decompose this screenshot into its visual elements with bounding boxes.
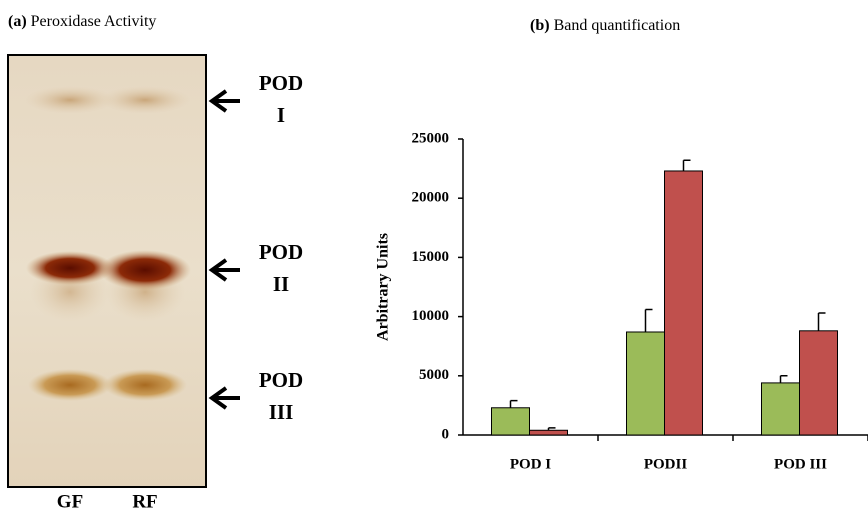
error-bar xyxy=(779,375,788,383)
error-bar xyxy=(682,159,691,171)
title: Band quantification xyxy=(554,17,681,34)
arrow xyxy=(208,89,240,113)
lane-label: RF xyxy=(132,491,157,512)
error-bar xyxy=(817,312,826,331)
y-tick-label: 0 xyxy=(442,426,450,442)
x-tick-label: POD I xyxy=(510,456,551,472)
bar xyxy=(626,331,665,436)
bar xyxy=(799,330,838,436)
x-tick-label: PODII xyxy=(644,456,688,472)
y-tick-label: 20000 xyxy=(412,190,450,206)
title: Peroxidase Activity xyxy=(31,13,157,30)
band-label: II xyxy=(273,272,289,296)
x-tick-label: POD III xyxy=(774,456,827,472)
y-tick-label: 10000 xyxy=(412,308,450,324)
gel-title: (a) Peroxidase Activity xyxy=(8,13,156,30)
bar xyxy=(491,407,530,436)
arrow xyxy=(208,386,240,410)
error-bar xyxy=(547,427,556,431)
error-bar xyxy=(644,308,653,332)
bar xyxy=(529,429,568,436)
band-label: POD xyxy=(259,240,303,264)
panel-label: (b) xyxy=(530,17,550,34)
y-tick-label: 15000 xyxy=(412,249,450,265)
y-tick-label: 5000 xyxy=(419,367,449,383)
band-label: POD xyxy=(259,71,303,95)
panel-label: (a) xyxy=(8,13,27,30)
chart-title: (b) Band quantification xyxy=(530,17,680,34)
y-axis-label: Arbitrary Units xyxy=(375,233,392,341)
y-tick-label: 25000 xyxy=(412,130,450,146)
arrow xyxy=(208,258,240,282)
band-label: POD xyxy=(259,368,303,392)
error-bar xyxy=(509,399,518,408)
band-label: I xyxy=(277,103,285,127)
bar xyxy=(761,382,800,436)
band-label: III xyxy=(269,400,294,424)
gel-image xyxy=(7,54,207,488)
bar xyxy=(664,170,703,436)
lane-label: GF xyxy=(57,491,83,512)
